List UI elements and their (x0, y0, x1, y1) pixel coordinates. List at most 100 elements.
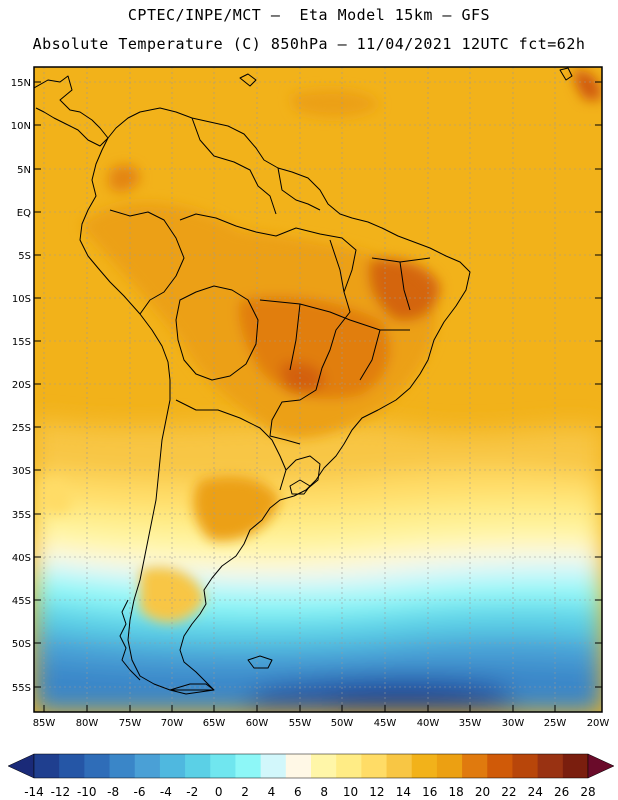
colorbar-swatch (311, 754, 337, 778)
tierra-del-fuego (169, 683, 215, 695)
lat-label: 5S (18, 251, 31, 262)
colorbar-label: 10 (343, 785, 358, 799)
lat-label: 20S (12, 380, 31, 391)
lon-label: 75W (119, 718, 142, 729)
coastlines-and-borders (34, 67, 573, 695)
colorbar-swatch (210, 754, 236, 778)
colorbar-label: 18 (448, 785, 463, 799)
guianas-border (277, 167, 321, 211)
colorbar-label: 2 (241, 785, 249, 799)
pacific-coast (79, 137, 214, 691)
colorbar-swatches (33, 753, 589, 779)
colorbar-swatch (411, 754, 438, 778)
colorbar-label: -2 (186, 785, 198, 799)
lat-label: 35S (12, 510, 31, 521)
lat-label: 30S (12, 466, 31, 477)
lon-label: 65W (203, 718, 226, 729)
caribbean-islands (239, 67, 573, 87)
lat-label: 10N (11, 121, 31, 132)
longitude-labels: 85W 80W 75W 70W 65W 60W 55W 50W 45W 40W … (33, 718, 610, 729)
lat-label: 40S (12, 553, 31, 564)
colorbar-label: 28 (580, 785, 595, 799)
colorbar-label: -12 (51, 785, 71, 799)
colorbar-label: -10 (77, 785, 97, 799)
colorbar-label: -8 (107, 785, 119, 799)
colorbar-swatch (285, 754, 312, 778)
colorbar-label: 20 (475, 785, 490, 799)
colorbar-swatch (235, 754, 262, 778)
lat-label: 5N (17, 165, 31, 176)
colorbar-label: 0 (215, 785, 223, 799)
colorbar-label: 8 (320, 785, 328, 799)
uruguay-border (285, 455, 321, 491)
lon-label: 60W (246, 718, 269, 729)
lat-label: 55S (12, 683, 31, 694)
peru-colombia-border (109, 209, 185, 315)
colorbar-label: -14 (24, 785, 44, 799)
colorbar-over-arrow (587, 753, 615, 779)
colorbar-swatch (462, 754, 488, 778)
colorbar-swatch (336, 754, 362, 778)
colorbar-swatch (537, 754, 564, 778)
map-title-line1: CPTEC/INPE/MCT – Eta Model 15km – GFS (127, 6, 491, 24)
lat-label: 10S (12, 294, 31, 305)
colorbar-swatch (562, 754, 589, 778)
colorbar-swatch (487, 754, 513, 778)
lon-label: 80W (76, 718, 99, 729)
colorbar-label: -6 (134, 785, 146, 799)
lon-label: 55W (289, 718, 312, 729)
temperature-field (34, 67, 602, 712)
colorbar-swatch (159, 754, 186, 778)
falklands (247, 655, 273, 669)
venezuela-border (191, 117, 277, 215)
colorbar-swatch (185, 754, 211, 778)
colorbar-label: 14 (396, 785, 411, 799)
colorbar-swatch (34, 754, 60, 778)
colorbar-swatch (260, 754, 287, 778)
lon-label: 20W (587, 718, 610, 729)
colorbar-swatch (386, 754, 413, 778)
lon-label: 40W (417, 718, 440, 729)
bolivia-border (175, 285, 259, 381)
colorbar-labels: -14 -12 -10 -8 -6 -4 -2 0 2 4 6 8 10 12 14 16 18 20 22 24 26… (24, 785, 595, 799)
colorbar-swatch (84, 754, 111, 778)
map-frame (33, 66, 603, 713)
lat-label: 45S (12, 596, 31, 607)
map-title-line2: Absolute Temperature (C) 850hPa – 11/04/… (32, 35, 586, 53)
latitude-labels: 15N 10N 5N EQ 5S 10S 15S 20S 25S 30S 35S… (11, 78, 31, 694)
lon-label: 85W (33, 718, 56, 729)
colorbar-label: 24 (528, 785, 543, 799)
lat-label: 25S (12, 423, 31, 434)
lat-label: 15N (11, 78, 31, 89)
chile-archipelago (119, 599, 141, 681)
temperature-colorbar: -14 -12 -10 -8 -6 -4 -2 0 2 4 6 8 10 12 14 16 18 20 22 24 26… (7, 753, 615, 799)
colorbar-label: 12 (369, 785, 384, 799)
colorbar-under-arrow (7, 753, 35, 779)
lat-label: EQ (17, 208, 31, 219)
central-america-coast (34, 75, 109, 147)
colorbar-label: 22 (501, 785, 516, 799)
lon-label: 70W (161, 718, 184, 729)
colorbar-swatch (134, 754, 161, 778)
colorbar-label: -4 (160, 785, 172, 799)
colorbar-swatch (109, 754, 136, 778)
lon-label: 45W (374, 718, 397, 729)
lon-label: 35W (459, 718, 482, 729)
colorbar-swatch (436, 754, 463, 778)
colorbar-label: 16 (422, 785, 437, 799)
lon-label: 50W (331, 718, 354, 729)
colorbar-label: 4 (268, 785, 276, 799)
lat-label: 15S (12, 337, 31, 348)
lon-label: 30W (502, 718, 525, 729)
colorbar-swatch (361, 754, 388, 778)
lon-label: 25W (544, 718, 567, 729)
brazil-states (259, 239, 431, 381)
lagoon (289, 479, 311, 495)
argentina-border (175, 399, 287, 491)
colorbar-swatch (59, 754, 85, 778)
lat-label: 50S (12, 639, 31, 650)
axis-ticks (34, 81, 602, 712)
caribbean-coast (107, 107, 471, 691)
colorbar-label: 6 (294, 785, 302, 799)
